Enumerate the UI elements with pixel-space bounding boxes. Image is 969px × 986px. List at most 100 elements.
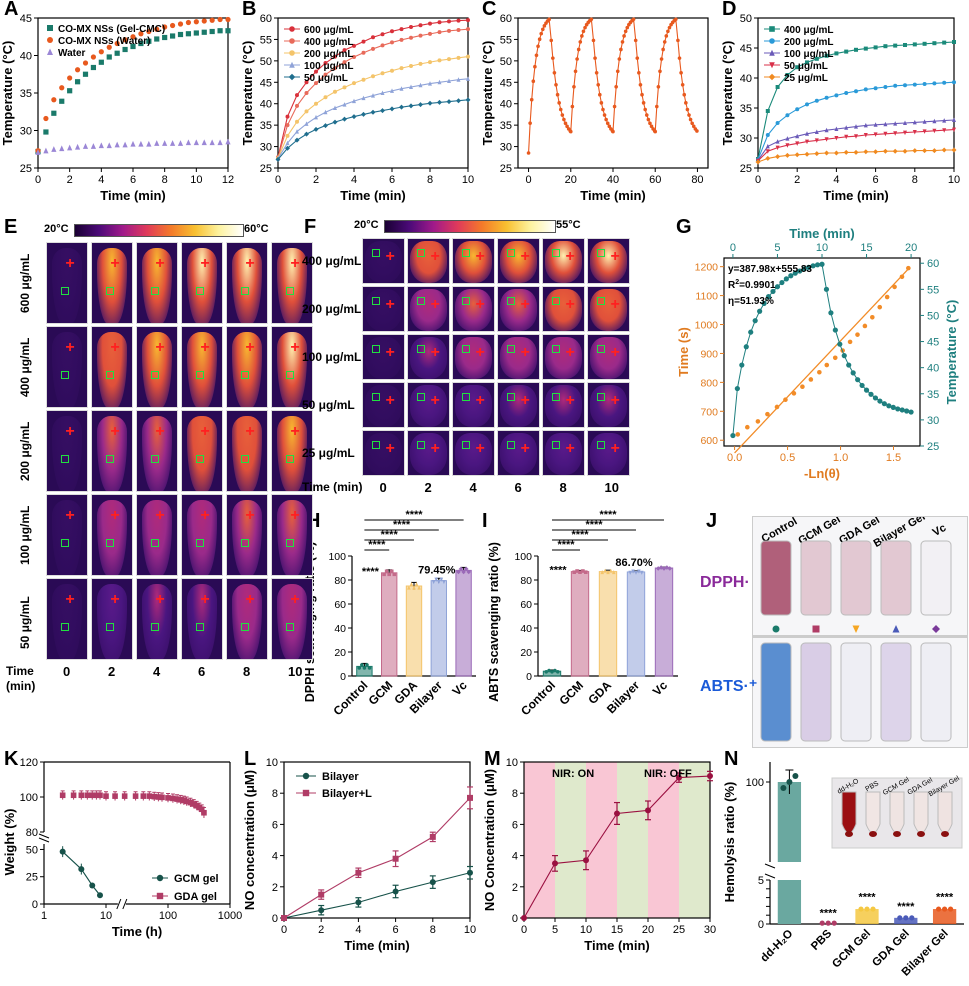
x2-tick-label: 5 <box>774 242 780 254</box>
thermal-row-label: 50 μg/mL <box>302 398 355 412</box>
thermal-hotspot <box>96 247 128 323</box>
thermal-image: + <box>136 494 178 576</box>
time-tick-label: 8 <box>243 664 251 679</box>
data-point <box>418 82 423 88</box>
y-tick-label: 1000 <box>695 320 719 332</box>
data-point <box>318 907 325 914</box>
y-tick-label: 4 <box>512 851 518 863</box>
data-point <box>952 80 956 85</box>
data-point <box>942 40 947 45</box>
thermal-hotspot <box>410 241 447 283</box>
y-tick-label: 55 <box>500 34 512 46</box>
y-axis-label: Temperature (°C) <box>240 41 255 146</box>
legend-label: GDA gel <box>174 891 217 903</box>
nir-off-band <box>555 762 586 918</box>
data-point <box>456 55 461 60</box>
max-temp-cursor: + <box>200 590 210 608</box>
data-point <box>638 83 643 87</box>
replicate-point <box>461 569 466 575</box>
data-point <box>59 848 66 855</box>
thermal-hotspot <box>51 499 83 575</box>
thermal-image: + <box>271 242 313 324</box>
y-tick-label: 30 <box>740 133 752 145</box>
axis-break <box>38 837 50 843</box>
legend-label: CO-MX NSs (Gel-CMC) <box>58 24 165 35</box>
data-point <box>873 149 879 155</box>
y-tick-label: 1100 <box>695 291 718 303</box>
bar <box>598 571 618 677</box>
replicate-point <box>628 570 633 575</box>
data-point <box>542 24 547 28</box>
data-point <box>931 148 937 154</box>
data-point <box>138 31 144 37</box>
thermal-hotspot <box>186 583 218 659</box>
top-axis-label: Time (min) <box>789 226 855 241</box>
data-point <box>834 93 839 98</box>
measurement-box <box>150 371 159 379</box>
data-point <box>800 384 805 390</box>
data-point <box>774 284 781 290</box>
measurement-box <box>417 248 426 257</box>
data-point <box>558 107 563 112</box>
thermal-hotspot <box>365 289 402 331</box>
legend-marker <box>47 37 53 43</box>
data-point <box>667 25 672 30</box>
data-point <box>295 119 299 124</box>
data-point <box>90 143 97 149</box>
bar <box>777 782 802 862</box>
data-point <box>854 47 858 52</box>
data-point <box>795 107 800 112</box>
data-point <box>169 22 176 29</box>
x-axis-label: -Ln(θ) <box>804 466 840 481</box>
data-point <box>185 19 192 26</box>
data-point <box>646 117 651 122</box>
data-point <box>355 869 362 876</box>
data-point <box>863 87 868 92</box>
data-point <box>890 404 896 410</box>
max-temp-cursor: + <box>245 338 255 356</box>
plot-frame <box>277 17 469 169</box>
data-point <box>623 29 628 34</box>
time-tick-label: 2 <box>424 480 432 495</box>
x-tick-label: 60 <box>649 174 661 186</box>
data-point <box>734 385 740 392</box>
data-point <box>814 56 819 61</box>
thermal-hotspot <box>455 433 492 475</box>
thermal-image: + <box>226 326 268 408</box>
data-point <box>177 31 184 38</box>
y-tick-label: 25 <box>26 872 38 884</box>
thermal-hotspot <box>590 241 627 283</box>
data-point <box>631 17 636 22</box>
thermal-hotspot <box>276 415 308 491</box>
y-tick-label: 0 <box>340 671 346 683</box>
thermal-image: + <box>587 334 630 380</box>
measurement-box <box>507 248 516 257</box>
data-point <box>371 74 375 79</box>
data-point <box>333 89 337 94</box>
y-tick-label: 40 <box>500 99 512 111</box>
x-tick-label: PBS <box>809 927 834 952</box>
data-point <box>539 31 544 36</box>
data-point <box>361 39 366 44</box>
data-point <box>371 35 375 40</box>
data-point <box>285 145 290 151</box>
replicate-point <box>583 570 588 574</box>
data-point <box>942 80 947 85</box>
measurement-box <box>240 287 249 295</box>
thermal-hotspot <box>51 415 83 491</box>
y-tick-label: 100 <box>20 792 38 804</box>
thermal-image: + <box>362 238 405 284</box>
thermal-image: + <box>46 326 88 408</box>
data-point <box>380 71 385 76</box>
replicate-point <box>639 570 644 575</box>
y-tick-label: 35 <box>500 120 512 132</box>
data-point <box>863 122 868 128</box>
data-point <box>146 140 152 147</box>
data-point <box>633 38 638 43</box>
thermal-hotspot <box>500 433 537 475</box>
data-point <box>67 75 73 81</box>
data-point <box>361 95 366 101</box>
data-point <box>380 32 385 37</box>
measurement-box <box>552 392 561 401</box>
x-tick-label: 6 <box>389 174 395 186</box>
